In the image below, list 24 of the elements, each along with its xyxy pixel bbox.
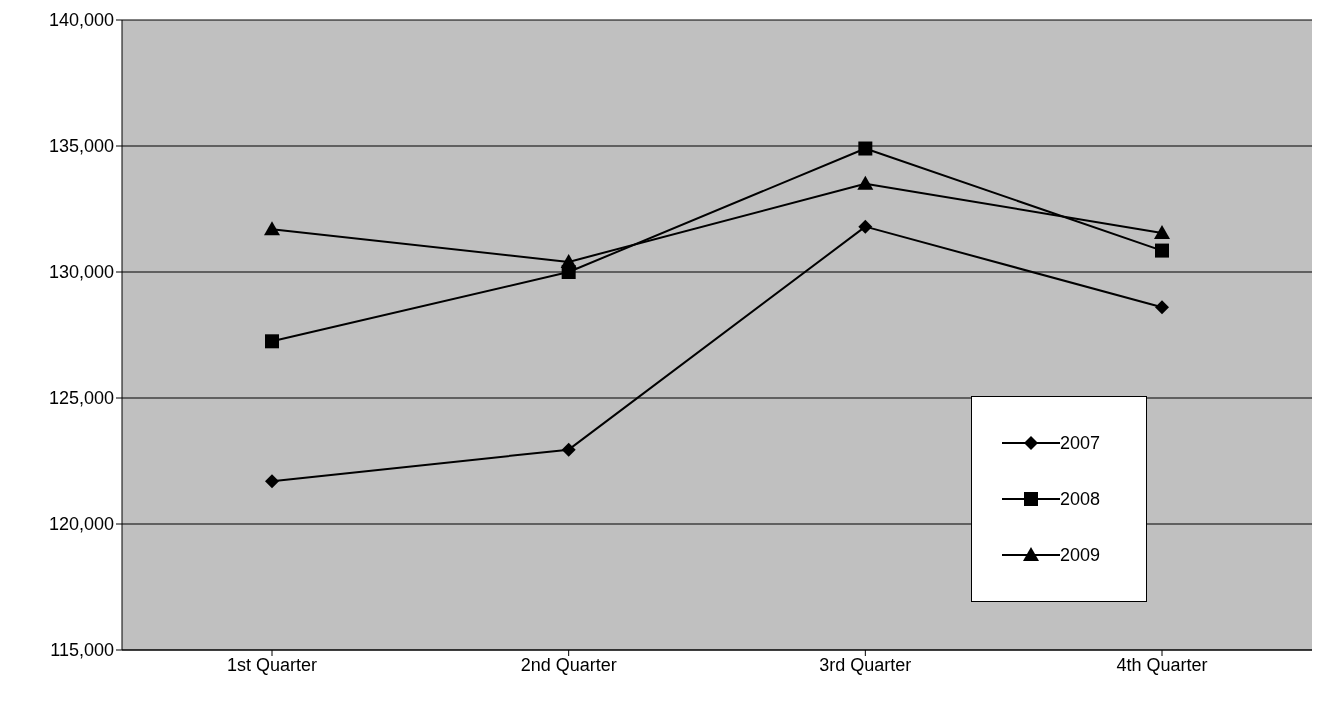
y-tick-label: 125,000 [48,388,114,409]
y-tick-label: 130,000 [48,262,114,283]
point [561,442,576,457]
y-tick-label: 120,000 [48,514,114,535]
point [265,474,279,489]
point [1155,243,1169,258]
legend-label: 2008 [1060,488,1101,510]
y-tick-label: 135,000 [48,136,114,157]
point [560,253,577,268]
x-tick-label: 1st Quarter [226,654,318,675]
y-tick-label: 140,000 [48,10,114,31]
x-tick-label: 2nd Quarter [520,654,617,675]
x-tick-label: 4th Quarter [1116,654,1208,675]
point [1155,300,1169,315]
point [265,334,279,349]
legend-label: 2009 [1060,544,1101,566]
point [857,175,874,190]
legend-label: 2007 [1060,432,1101,454]
point [858,141,873,156]
y-tick-label: 115,000 [50,640,114,661]
point [1154,224,1170,239]
point [858,219,873,234]
x-tick-label: 3rd Quarter [819,654,912,675]
point [264,221,280,236]
